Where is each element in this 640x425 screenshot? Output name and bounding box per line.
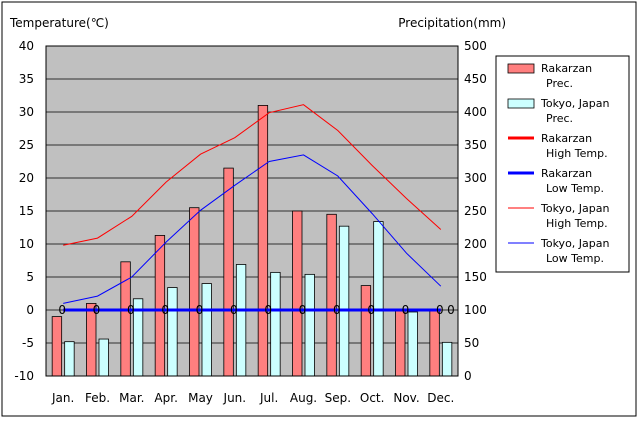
x-tick-label: Jul.: [259, 391, 278, 405]
x-tick-label: Jun.: [223, 391, 247, 405]
right-tick-label: 0: [464, 369, 472, 383]
legend: Rakarzan Prec. Tokyo, Japan Prec. Rakarzan Hi…: [495, 55, 630, 273]
bar-tokyo-prec: [270, 271, 281, 377]
bar-rakarzan-prec: [429, 310, 440, 377]
left-tick-label: 30: [19, 105, 34, 119]
x-tick-label: Dec.: [427, 391, 454, 405]
x-tick-label: Oct.: [360, 391, 385, 405]
left-tick-label: 40: [19, 39, 34, 53]
bar-rakarzan-prec: [51, 316, 63, 377]
point-label: 0: [436, 303, 444, 317]
line-tokyo-japan-low-temp: [63, 154, 442, 304]
legend-label: Low Temp.: [546, 252, 604, 265]
point-label: 0: [230, 303, 238, 317]
left-tick-label: -5: [22, 336, 34, 350]
left-tick-label: 5: [26, 270, 34, 284]
bar-tokyo-prec: [304, 273, 315, 377]
axes: [45, 45, 459, 377]
line-tokyo-japan-high-temp: [63, 104, 442, 246]
point-label: 0: [161, 303, 169, 317]
bar-tokyo-prec: [235, 264, 247, 377]
left-tick-labels: 40 35 30 25 20 15 10 5 0 -5 -10: [14, 39, 34, 383]
x-tick-label: Mar.: [119, 391, 144, 405]
x-tick-label: Feb.: [85, 391, 110, 405]
legend-label: Tokyo, Japan: [540, 202, 609, 215]
point-label: 0: [58, 303, 66, 317]
x-tick-label: May: [188, 391, 213, 405]
bar-rakarzan-prec: [395, 310, 406, 377]
legend-swatch: [507, 98, 535, 109]
left-tick-label: 10: [19, 237, 34, 251]
legend-swatch: [507, 63, 535, 74]
right-tick-label: 50: [464, 336, 479, 350]
bar-tokyo-prec: [201, 283, 212, 377]
point-label: 0: [333, 303, 341, 317]
point-label: 0: [264, 303, 272, 317]
bar-tokyo-prec: [441, 341, 453, 377]
bar-tokyo-prec: [98, 338, 109, 377]
right-tick-label: 200: [464, 237, 487, 251]
point-label: 0: [93, 303, 101, 317]
legend-label: Tokyo, Japan: [540, 97, 609, 110]
x-tick-label: Jan.: [51, 391, 74, 405]
bar-tokyo-prec: [338, 225, 350, 377]
legend-label: Prec.: [546, 77, 573, 90]
legend-label: Rakarzan: [541, 167, 592, 180]
bar-tokyo-prec: [407, 311, 418, 377]
bar-rakarzan-prec: [223, 167, 234, 377]
bar-tokyo-prec: [64, 341, 75, 377]
x-tick-label: Aug.: [290, 391, 317, 405]
x-tick-labels: Jan. Feb. Mar. Apr. May Jun. Jul. Aug. Sep. Oct. N…: [51, 391, 454, 405]
right-tick-label: 100: [464, 303, 487, 317]
bar-rakarzan-prec: [360, 285, 372, 377]
left-tick-label: 35: [19, 72, 34, 86]
right-tick-label: 450: [464, 72, 487, 86]
legend-label: High Temp.: [546, 147, 608, 160]
x-tick-label: Sep.: [325, 391, 351, 405]
right-tick-label: 350: [464, 138, 487, 152]
bar-rakarzan-prec: [292, 210, 303, 377]
x-tick-label: Nov.: [393, 391, 419, 405]
right-tick-label: 150: [464, 270, 487, 284]
point-label: 0: [402, 303, 410, 317]
legend-box: [495, 55, 630, 273]
bar-series: [51, 105, 453, 377]
right-axis-title: Precipitation(mm): [398, 16, 506, 30]
line-series: [63, 104, 442, 312]
legend-label: Tokyo, Japan: [540, 237, 609, 250]
left-tick-label: 20: [19, 171, 34, 185]
right-tick-label: 500: [464, 39, 487, 53]
left-tick-label: 0: [26, 303, 34, 317]
point-label: 0: [127, 303, 135, 317]
bar-rakarzan-prec: [326, 213, 337, 377]
bar-rakarzan-prec: [189, 207, 200, 377]
left-axis-title: Temperature(℃): [9, 16, 109, 30]
left-tick-label: -10: [14, 369, 34, 383]
x-tick-label: Apr.: [154, 391, 177, 405]
plot-frame: [45, 45, 459, 377]
legend-label: Rakarzan: [541, 132, 592, 145]
bar-tokyo-prec: [167, 287, 178, 377]
right-tick-label: 400: [464, 105, 487, 119]
right-tick-label: 300: [464, 171, 487, 185]
left-tick-label: 15: [19, 204, 34, 218]
point-label: 0: [196, 303, 204, 317]
right-tick-label: 250: [464, 204, 487, 218]
legend-label: High Temp.: [546, 217, 608, 230]
legend-label: Prec.: [546, 112, 573, 125]
legend-label: Rakarzan: [541, 62, 592, 75]
point-label: 0: [447, 303, 455, 317]
bar-tokyo-prec: [373, 221, 384, 377]
legend-label: Low Temp.: [546, 182, 604, 195]
left-tick-label: 25: [19, 138, 34, 152]
bar-rakarzan-prec: [257, 105, 269, 377]
point-label: 0: [299, 303, 307, 317]
point-label: 0: [367, 303, 375, 317]
